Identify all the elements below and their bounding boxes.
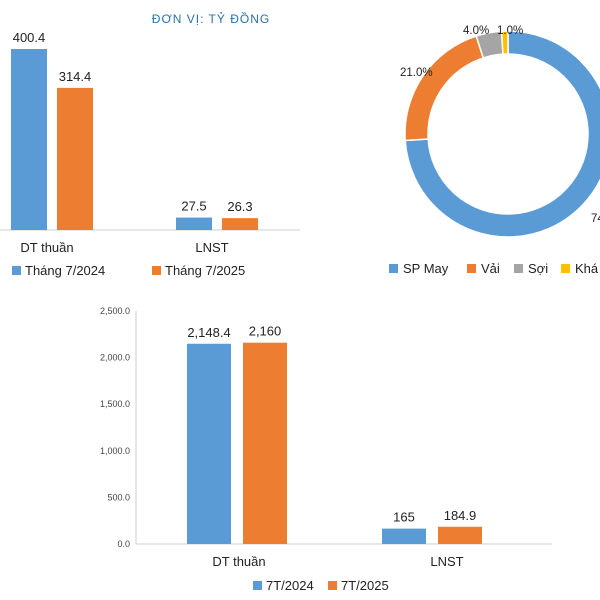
bar <box>57 87 93 230</box>
bar <box>438 526 482 544</box>
chart1-category-label: LNST <box>195 240 228 255</box>
chart3-y-ticks: 0.0 500.0 1,000.0 1,500.0 2,000.0 2,500.0 <box>100 306 130 549</box>
slice-label: 74 <box>591 213 600 225</box>
donut-slice <box>404 30 600 238</box>
donut-slice <box>404 35 485 142</box>
legend-label: Vải <box>481 261 500 276</box>
bar-value-label: 400.4 <box>13 30 46 45</box>
slice-label: 21.0% <box>400 67 433 79</box>
legend-swatch-yellow <box>561 264 570 273</box>
y-tick-label: 2,000.0 <box>100 353 130 363</box>
bar <box>187 343 231 544</box>
slice-label: 4.0% <box>463 25 489 37</box>
chart3: 0.0 500.0 1,000.0 1,500.0 2,000.0 2,500.0 2,1… <box>100 306 552 593</box>
bar-value-label: 314.4 <box>59 69 92 84</box>
bar-value-label: 2,148.4 <box>187 325 230 340</box>
chart1: 400.4 314.4 27.5 26.3 DT thuần LNST Tháng 7… <box>0 30 300 278</box>
legend-label: 7T/2024 <box>266 578 314 593</box>
bar-value-label: 165 <box>393 510 415 525</box>
bar <box>11 49 47 231</box>
y-tick-label: 500.0 <box>107 492 130 502</box>
legend-label: Tháng 7/2024 <box>25 263 105 278</box>
chart1-bars: 400.4 314.4 27.5 26.3 <box>11 30 258 231</box>
y-tick-label: 1,500.0 <box>100 399 130 409</box>
legend-swatch-orange <box>467 264 476 273</box>
y-tick-label: 1,000.0 <box>100 446 130 456</box>
bar-value-label: 184.9 <box>444 508 477 523</box>
bar-value-label: 27.5 <box>181 199 206 214</box>
y-tick-label: 0.0 <box>117 539 130 549</box>
chart1-category-label: DT thuần <box>20 240 73 255</box>
y-tick-label: 2,500.0 <box>100 306 130 316</box>
legend-label: Sợi <box>528 261 548 276</box>
legend-swatch-blue <box>389 264 398 273</box>
unit-label: ĐƠN VỊ: TỶ ĐỒNG <box>152 11 270 26</box>
donut-slices <box>404 30 600 238</box>
chart3-legend: 7T/2024 7T/2025 <box>253 578 389 593</box>
legend-swatch-gray <box>514 264 523 273</box>
legend-swatch-orange <box>152 266 161 275</box>
legend-label: SP May <box>403 261 449 276</box>
chart3-category-label: LNST <box>430 554 463 569</box>
legend-swatch-blue <box>253 581 262 590</box>
legend-swatch-blue <box>12 266 21 275</box>
chart2: 21.0% 4.0% 1.0% 74 SP May Vải Sợi Khá <box>389 25 600 276</box>
slice-label: 1.0% <box>497 25 523 37</box>
donut-slice <box>500 30 509 55</box>
legend-label: 7T/2025 <box>341 578 389 593</box>
chart1-legend: Tháng 7/2024 Tháng 7/2025 <box>12 263 245 278</box>
legend-label: Khá <box>575 261 599 276</box>
chart3-bars: 2,148.4 2,160 165 184.9 <box>187 324 482 544</box>
bar-value-label: 2,160 <box>249 324 282 339</box>
legend-swatch-orange <box>328 581 337 590</box>
chart3-category-label: DT thuần <box>212 554 265 569</box>
bar <box>382 528 426 544</box>
bar <box>222 218 258 230</box>
bar <box>176 217 212 230</box>
bar-value-label: 26.3 <box>227 199 252 214</box>
chart2-legend: SP May Vải Sợi Khá <box>389 261 599 276</box>
bar <box>243 342 287 544</box>
legend-label: Tháng 7/2025 <box>165 263 245 278</box>
